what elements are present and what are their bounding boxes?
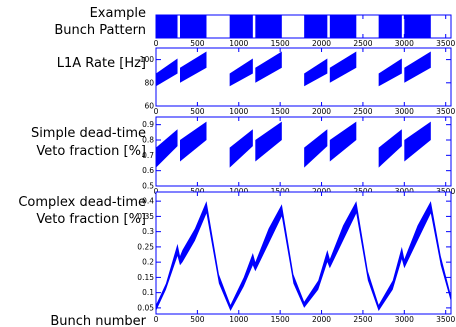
panel-2-y-tick-label-1: 0.6	[142, 166, 154, 175]
panel-1-train-band-1	[180, 51, 207, 83]
panel-1-y-tick-label-0: 60	[144, 102, 154, 111]
panel-3-y-tick-label-6: 0.35	[137, 212, 154, 221]
panel-1-y-tick-label-1: 80	[144, 78, 154, 87]
panel-1-x-tick-label-5: 2500	[353, 107, 372, 116]
panel-3-y-tick-label-3: 0.2	[142, 258, 154, 267]
panel-3-x-tick-label-0: 0	[154, 315, 159, 324]
panel-3-y-tick-label-0: 0.05	[137, 303, 154, 312]
panel-1-train-band-0	[156, 58, 178, 87]
bunch-train-5	[329, 15, 357, 38]
panel-2-train-band-2	[229, 129, 253, 168]
panel-2-train-band-0	[156, 129, 178, 168]
panel-3-label-line-2: Veto fraction [%]	[36, 212, 146, 227]
panel-0-x-tick-label-0: 0	[154, 39, 159, 48]
panel-2-y-tick-label-4: 0.9	[142, 120, 154, 129]
panel-1-train-band-2	[229, 58, 253, 87]
panel-2-plot: 0 500 1000 1500 2000 2500 3000 35000.50.60.70.8…	[142, 116, 455, 196]
panel-1-train-band-4	[304, 58, 328, 87]
panel-0-x-tick-label-6: 3000	[395, 39, 414, 48]
panel-2-y-tick-label-0: 0.5	[142, 182, 154, 191]
panel-1-frame	[155, 47, 452, 107]
panel-1-train-band-5	[329, 51, 357, 83]
bunch-train-3	[255, 15, 282, 38]
panel-0-plot: 0 500 1000 1500 2000 2500 3000 3500	[154, 14, 455, 48]
panel-2-train-band-5	[329, 121, 357, 162]
panel-1-train-band-7	[404, 51, 431, 83]
panel-1-train-band-6	[378, 58, 402, 87]
panel-1-x-tick-label-1: 500	[190, 107, 205, 116]
panel-1-x-tick-label-3: 1500	[271, 107, 290, 116]
panel-3-x-tick-label-3: 1500	[271, 315, 290, 324]
bunch-train-1	[180, 15, 207, 38]
panel-3-x-tick-label-5: 2500	[353, 315, 372, 324]
panel-3-frame	[155, 191, 452, 315]
bunch-train-0	[156, 15, 178, 38]
panel-3-y-tick-label-1: 0.1	[142, 288, 154, 297]
panel-3-y-tick-label-7: 0.4	[142, 197, 154, 206]
bunch-train-6	[378, 15, 402, 38]
panel-1-y-tick-label-2: 100	[140, 55, 155, 64]
panel-2-train-band-3	[255, 121, 282, 162]
panel-1-plot: 0 500 1000 1500 2000 2500 3000 3500 60 80 100	[140, 47, 455, 116]
panel-2-train-band-4	[304, 129, 328, 168]
panel-1-x-tick-label-6: 3000	[395, 107, 414, 116]
panel-1-x-tick-label-7: 3500	[436, 107, 455, 116]
panel-0-x-tick-label-7: 3500	[436, 39, 455, 48]
panel-1-x-tick-label-0: 0	[154, 107, 159, 116]
x-axis-title: Bunch number	[50, 314, 146, 327]
panel-0-x-tick-label-4: 2000	[312, 39, 331, 48]
panel-0-x-tick-label-2: 1000	[229, 39, 248, 48]
panel-3-label-line-1: Complex dead-time	[18, 195, 146, 210]
panel-3-x-tick-label-7: 3500	[436, 315, 455, 324]
panel-3-y-tick-label-2: 0.15	[137, 273, 154, 282]
panel-0-x-tick-label-3: 1500	[271, 39, 290, 48]
panel-0-x-tick-label-5: 2500	[353, 39, 372, 48]
panel-2-train-band-1	[180, 121, 207, 162]
panel-3-x-tick-label-4: 2000	[312, 315, 331, 324]
panel-2-frame	[155, 116, 452, 187]
panel-3-y-tick-label-4: 0.25	[137, 242, 154, 251]
panel-2-y-tick-label-3: 0.8	[142, 136, 154, 145]
bunch-train-7	[404, 15, 431, 38]
panel-3-plot: 0 500 1000 1500 2000 2500 3000 3500 0.05 0.1 0.15 0…	[137, 191, 455, 324]
panel-1-label-line-1: L1A Rate [Hz]	[57, 56, 146, 71]
panel-3-x-tick-label-1: 500	[190, 315, 205, 324]
panel-3-y-tick-label-5: 0.3	[142, 227, 154, 236]
panel-2-y-tick-label-2: 0.7	[142, 151, 154, 160]
panel-1-x-tick-label-2: 1000	[229, 107, 248, 116]
panel-1-train-band-3	[255, 51, 282, 83]
panel-2-train-band-7	[404, 121, 431, 162]
panel-3-x-tick-label-2: 1000	[229, 315, 248, 324]
bunch-train-2	[229, 15, 253, 38]
panel-0-frame	[155, 14, 452, 39]
bunch-train-4	[304, 15, 328, 38]
panel-3-veto-band	[156, 201, 451, 311]
panel-2-train-band-6	[378, 129, 402, 168]
panel-3-x-tick-label-6: 3000	[395, 315, 414, 324]
panel-2-label-line-2: Veto fraction [%]	[36, 144, 146, 159]
panel-2-label-line-1: Simple dead-time	[31, 126, 146, 141]
panel-0-label-line-1: Example	[90, 6, 146, 21]
panel-0-label-line-2: Bunch Pattern	[54, 23, 146, 38]
panel-1-x-tick-label-4: 2000	[312, 107, 331, 116]
panel-0-x-tick-label-1: 500	[190, 39, 205, 48]
